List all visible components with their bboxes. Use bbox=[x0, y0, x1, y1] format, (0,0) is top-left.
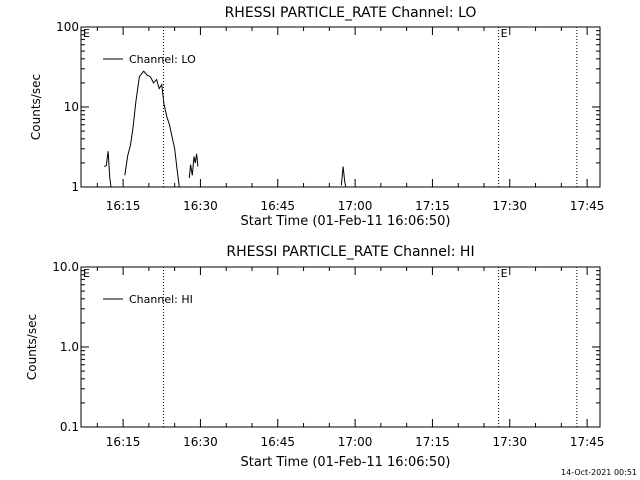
event-marker-e: E bbox=[83, 267, 90, 280]
x-tick-label: 16:15 bbox=[106, 199, 141, 213]
y-tick-label: 10.0 bbox=[52, 260, 79, 274]
event-marker-e: E bbox=[83, 27, 90, 40]
y-axis-label: Counts/sec bbox=[29, 74, 43, 140]
x-tick-label: 17:45 bbox=[570, 199, 605, 213]
event-marker-e: E bbox=[501, 27, 508, 40]
plot-frame bbox=[80, 266, 601, 428]
panel-hi-channel: RHESSI PARTICLE_RATE Channel: HI 0.1 1.0 10… bbox=[25, 244, 604, 470]
x-tick-label: 16:30 bbox=[183, 199, 218, 213]
x-tick-label: 16:15 bbox=[106, 435, 141, 449]
legend-label: Channel: LO bbox=[129, 53, 196, 66]
y-axis-label: Counts/sec bbox=[25, 314, 39, 380]
legend-label: Channel: HI bbox=[129, 293, 193, 306]
y-tick-label: 1 bbox=[71, 180, 79, 194]
series-line-segment bbox=[124, 70, 180, 187]
x-tick-label: 17:15 bbox=[415, 199, 450, 213]
x-tick-label: 17:15 bbox=[415, 435, 450, 449]
chart-title: RHESSI PARTICLE_RATE Channel: LO bbox=[225, 5, 477, 21]
x-tick-label: 16:30 bbox=[183, 435, 218, 449]
x-tick-label: 17:00 bbox=[338, 199, 373, 213]
series-line-segment bbox=[340, 166, 347, 187]
footer-timestamp: 14-Oct-2021 00:51 bbox=[561, 468, 637, 477]
x-tick-label: 17:30 bbox=[492, 435, 527, 449]
panel-lo-channel: RHESSI PARTICLE_RATE Channel: LO 1 10 100 16… bbox=[29, 5, 604, 229]
event-marker-e: E bbox=[501, 267, 508, 280]
series-line-segment bbox=[188, 153, 199, 178]
y-tick-label: 0.1 bbox=[60, 420, 79, 434]
x-tick-label: 17:30 bbox=[492, 199, 527, 213]
x-tick-label: 16:45 bbox=[260, 199, 295, 213]
series-line-segment bbox=[103, 151, 112, 187]
x-tick-label: 17:00 bbox=[338, 435, 373, 449]
y-tick-label: 10 bbox=[64, 100, 79, 114]
plot-frame bbox=[80, 26, 601, 188]
y-tick-label: 1.0 bbox=[60, 340, 79, 354]
chart-title: RHESSI PARTICLE_RATE Channel: HI bbox=[226, 244, 474, 260]
x-axis-label: Start Time (01-Feb-11 16:06:50) bbox=[241, 214, 451, 229]
x-axis-label: Start Time (01-Feb-11 16:06:50) bbox=[241, 455, 451, 470]
y-tick-label: 100 bbox=[56, 20, 79, 34]
x-tick-label: 17:45 bbox=[570, 435, 605, 449]
x-tick-label: 16:45 bbox=[260, 435, 295, 449]
